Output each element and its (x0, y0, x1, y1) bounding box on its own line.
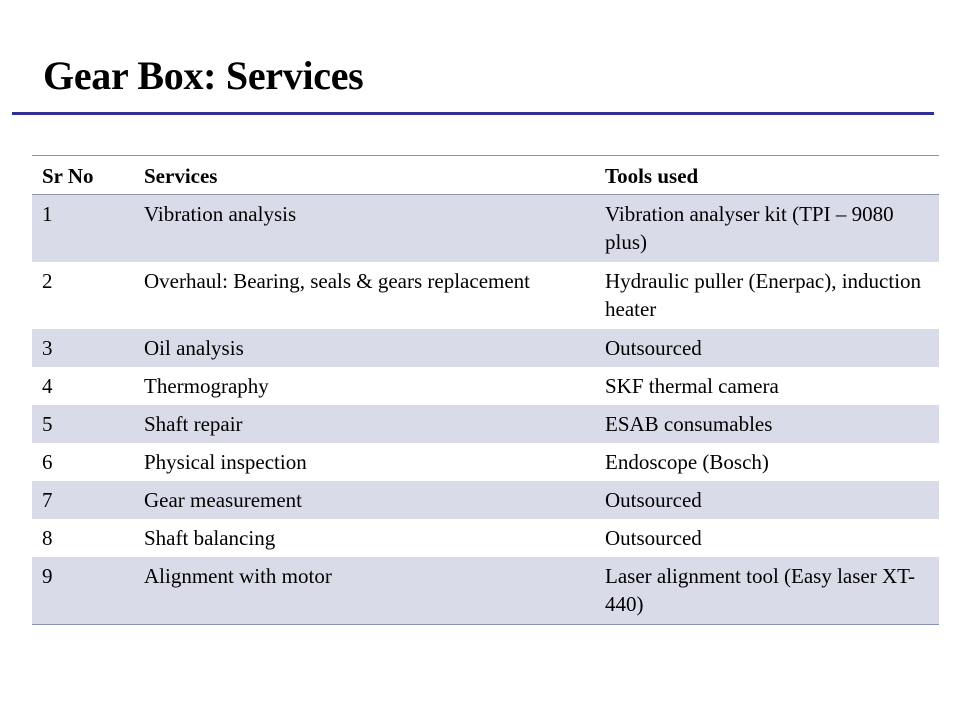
table-row: 4 Thermography SKF thermal camera (32, 367, 939, 405)
table-row: 9 Alignment with motor Laser alignment t… (32, 557, 939, 625)
cell-sr-no: 4 (42, 374, 53, 398)
cell-tools: Outsourced (605, 488, 702, 512)
cell-service: Shaft balancing (144, 526, 276, 550)
table-row: 1 Vibration analysis Vibration analyser … (32, 194, 939, 262)
cell-tools: SKF thermal camera (605, 374, 779, 398)
cell-sr-no: 5 (42, 412, 53, 436)
header-sr-no: Sr No (42, 164, 94, 188)
cell-tools: Vibration analyser kit (TPI – 9080 plus) (605, 202, 894, 254)
cell-sr-no: 7 (42, 488, 53, 512)
cell-tools: ESAB consumables (605, 412, 773, 436)
title-divider (12, 112, 934, 115)
cell-service: Vibration analysis (144, 202, 297, 226)
cell-tools: Outsourced (605, 526, 702, 550)
cell-sr-no: 6 (42, 450, 53, 474)
cell-tools: Endoscope (Bosch) (605, 450, 769, 474)
cell-service: Gear measurement (144, 488, 303, 512)
cell-service: Shaft repair (144, 412, 243, 436)
table-row: 7 Gear measurement Outsourced (32, 481, 939, 519)
cell-sr-no: 2 (42, 269, 53, 293)
table-row: 8 Shaft balancing Outsourced (32, 519, 939, 557)
cell-sr-no: 3 (42, 336, 53, 360)
cell-sr-no: 1 (42, 202, 53, 226)
header-services: Services (144, 164, 218, 188)
cell-sr-no: 9 (42, 564, 53, 588)
services-table: Sr No Services Tools used 1 Vibration an… (32, 155, 939, 625)
table-row: 2 Overhaul: Bearing, seals & gears repla… (32, 262, 939, 329)
table-header-row: Sr No Services Tools used (32, 155, 939, 195)
header-tools-used: Tools used (605, 164, 699, 188)
cell-service: Oil analysis (144, 336, 244, 360)
table-row: 3 Oil analysis Outsourced (32, 329, 939, 367)
cell-tools: Hydraulic puller (Enerpac), induction he… (605, 269, 922, 321)
cell-service: Thermography (144, 374, 269, 398)
cell-tools: Laser alignment tool (Easy laser XT-440) (605, 564, 916, 616)
cell-service: Overhaul: Bearing, seals & gears replace… (144, 269, 531, 293)
cell-tools: Outsourced (605, 336, 702, 360)
table-row: 6 Physical inspection Endoscope (Bosch) (32, 443, 939, 481)
slide-title: Gear Box: Services (43, 53, 364, 98)
cell-sr-no: 8 (42, 526, 53, 550)
cell-service: Physical inspection (144, 450, 307, 474)
table-row: 5 Shaft repair ESAB consumables (32, 405, 939, 443)
cell-service: Alignment with motor (144, 564, 332, 588)
